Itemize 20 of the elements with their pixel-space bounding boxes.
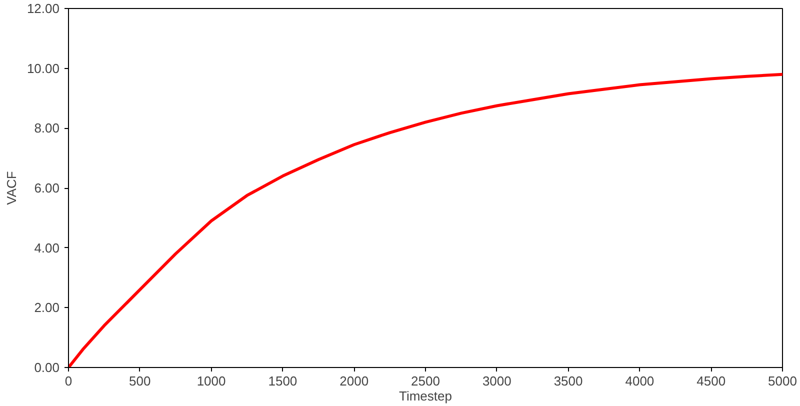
y-tick-label: 6.00: [34, 180, 60, 196]
x-tick-label: 0: [64, 374, 72, 388]
y-tick-label: 10.00: [26, 60, 60, 76]
y-tick-label: 8.00: [34, 120, 60, 136]
x-tick-label: 1000: [196, 374, 226, 388]
x-tick-label: 4000: [625, 374, 654, 388]
x-tick-label: 2500: [411, 374, 440, 388]
x-tick-label: 1500: [268, 374, 298, 388]
y-tick-label: 2.00: [34, 300, 60, 316]
x-axis-title: Timestep: [399, 388, 452, 404]
y-tick-label: 0.00: [34, 360, 60, 375]
x-tick-label: 500: [129, 374, 151, 388]
y-axis-title: VACF: [4, 171, 19, 205]
x-tick-label: 3500: [554, 374, 583, 388]
y-tick-label: 12.00: [26, 1, 60, 16]
y-tick-label: 4.00: [34, 240, 60, 256]
x-tick-label: 2000: [340, 374, 369, 388]
x-tick-label: 3000: [482, 374, 512, 388]
x-tick-label: 4500: [696, 374, 726, 388]
x-tick-label: 5000: [768, 374, 797, 388]
